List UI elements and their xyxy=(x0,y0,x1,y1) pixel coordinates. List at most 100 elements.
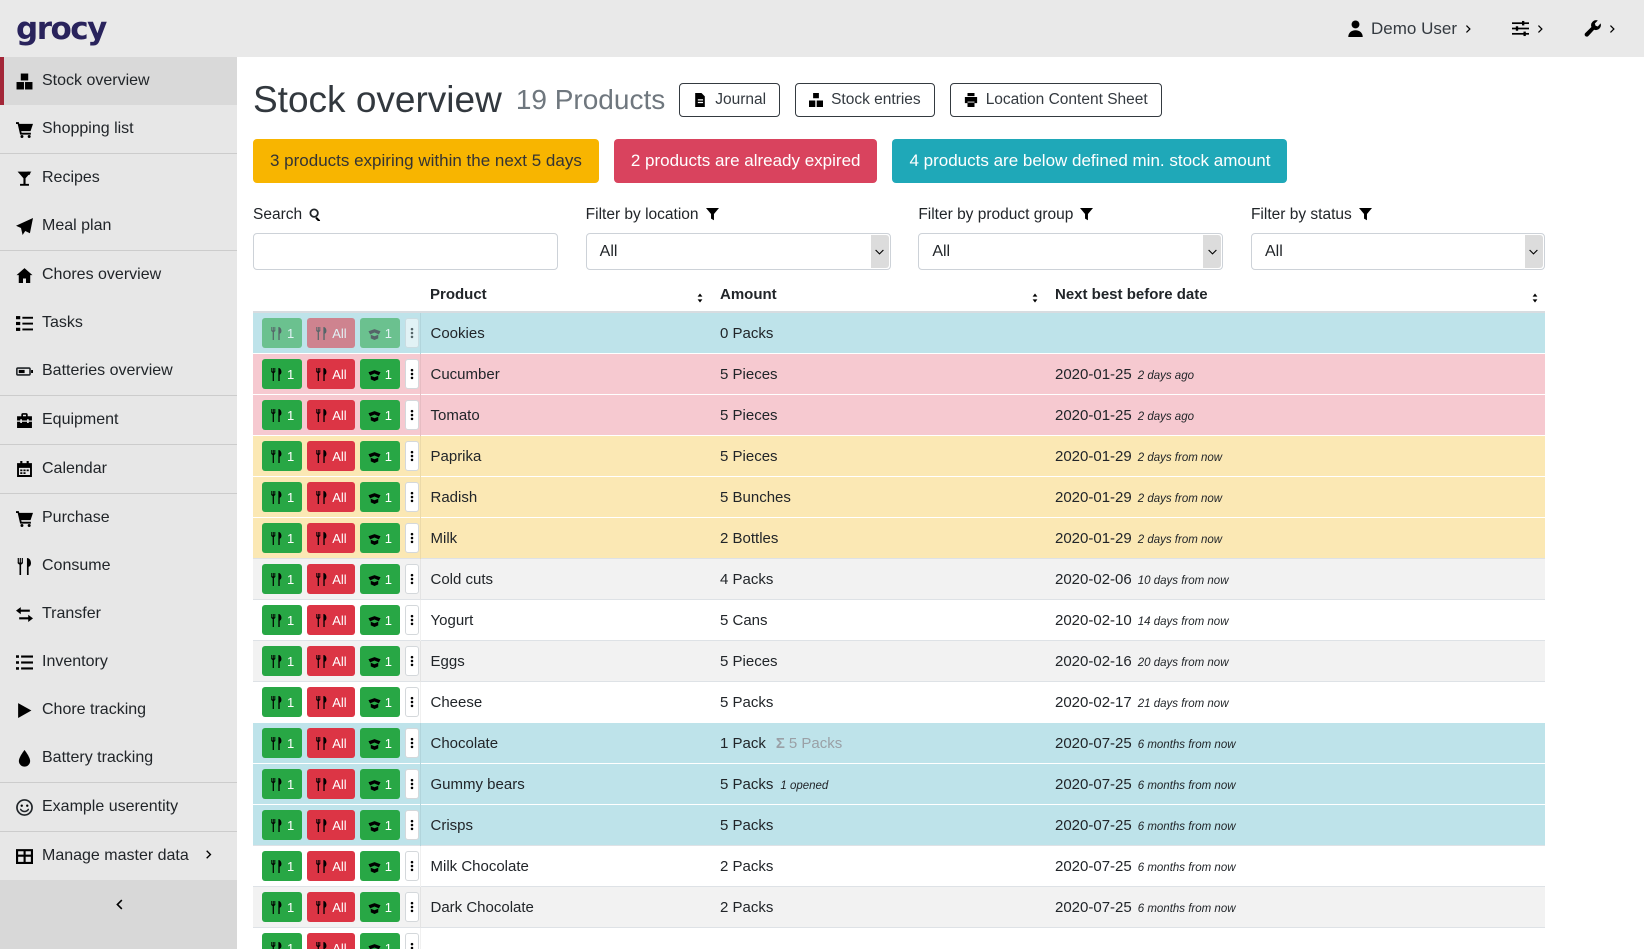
open-one-button[interactable]: 1 xyxy=(359,482,400,512)
open-one-button[interactable]: 1 xyxy=(359,564,400,594)
sidebar-item-chore-tracking[interactable]: Chore tracking xyxy=(0,686,237,734)
open-one-button[interactable]: 1 xyxy=(359,933,400,949)
table-row: 1 All 1 Cucumber 5 Pieces 2020-01-25 2 da… xyxy=(253,353,1545,395)
consume-one-button[interactable]: 1 xyxy=(262,359,303,389)
consume-all-button[interactable]: All xyxy=(307,687,355,717)
consume-all-button[interactable]: All xyxy=(307,892,355,922)
sidebar-item-stock-overview[interactable]: Stock overview xyxy=(0,57,237,105)
consume-all-button[interactable]: All xyxy=(307,523,355,553)
row-more-menu-button[interactable] xyxy=(404,400,419,430)
open-one-button[interactable]: 1 xyxy=(359,646,400,676)
open-one-button[interactable]: 1 xyxy=(359,318,400,348)
consume-all-button[interactable]: All xyxy=(307,728,355,758)
search-input[interactable] xyxy=(253,233,558,270)
consume-all-button[interactable]: All xyxy=(307,605,355,635)
consume-all-button[interactable]: All xyxy=(307,318,355,348)
stock-entries-button[interactable]: Stock entries xyxy=(795,83,935,117)
sidebar-item-shopping-list[interactable]: Shopping list xyxy=(0,105,237,153)
sidebar-item-purchase[interactable]: Purchase xyxy=(0,493,237,542)
below-min-stock-banner[interactable]: 4 products are below defined min. stock … xyxy=(892,139,1288,183)
consume-all-button[interactable]: All xyxy=(307,400,355,430)
consume-one-button[interactable]: 1 xyxy=(262,523,303,553)
status-select[interactable]: All xyxy=(1250,233,1545,270)
consume-one-button[interactable]: 1 xyxy=(262,318,303,348)
consume-one-button[interactable]: 1 xyxy=(262,482,303,512)
consume-one-button[interactable]: 1 xyxy=(262,687,303,717)
consume-one-button[interactable]: 1 xyxy=(262,810,303,840)
user-menu[interactable]: Demo User xyxy=(1347,19,1474,39)
consume-all-button[interactable]: All xyxy=(307,359,355,389)
consume-all-button[interactable]: All xyxy=(307,441,355,471)
consume-all-button[interactable]: All xyxy=(307,564,355,594)
consume-one-button[interactable]: 1 xyxy=(262,728,303,758)
consume-one-button[interactable]: 1 xyxy=(262,851,303,881)
sidebar-item-manage-master-data[interactable]: Manage master data xyxy=(0,831,237,880)
consume-one-button[interactable]: 1 xyxy=(262,646,303,676)
row-more-menu-button[interactable] xyxy=(404,687,419,717)
open-one-button[interactable]: 1 xyxy=(359,605,400,635)
sidebar-item-equipment[interactable]: Equipment xyxy=(0,395,237,444)
open-one-button[interactable]: 1 xyxy=(359,400,400,430)
consume-one-button[interactable]: 1 xyxy=(262,933,303,949)
location-content-sheet-button[interactable]: Location Content Sheet xyxy=(949,83,1162,117)
open-one-button[interactable]: 1 xyxy=(359,851,400,881)
sidebar-item-chores-overview[interactable]: Chores overview xyxy=(0,250,237,299)
row-more-menu-button[interactable] xyxy=(404,892,419,922)
admin-menu[interactable] xyxy=(1584,19,1618,39)
row-more-menu-button[interactable] xyxy=(404,482,419,512)
consume-one-button[interactable]: 1 xyxy=(262,605,303,635)
sidebar-item-inventory[interactable]: Inventory xyxy=(0,638,237,686)
consume-all-button[interactable]: All xyxy=(307,646,355,676)
row-more-menu-button[interactable] xyxy=(404,564,419,594)
open-one-button[interactable]: 1 xyxy=(359,523,400,553)
open-one-button[interactable]: 1 xyxy=(359,892,400,922)
product-group-select[interactable]: All xyxy=(918,233,1224,270)
expiring-banner[interactable]: 3 products expiring within the next 5 da… xyxy=(253,139,599,183)
sidebar-item-meal-plan[interactable]: Meal plan xyxy=(0,202,237,250)
sidebar-item-recipes[interactable]: Recipes xyxy=(0,153,237,202)
sidebar-item-transfer[interactable]: Transfer xyxy=(0,590,237,638)
consume-one-button[interactable]: 1 xyxy=(262,441,303,471)
sidebar-item-calendar[interactable]: Calendar xyxy=(0,444,237,493)
open-one-button[interactable]: 1 xyxy=(359,359,400,389)
sidebar-item-example-userentity[interactable]: Example userentity xyxy=(0,782,237,831)
location-select[interactable]: All xyxy=(585,233,891,270)
expired-banner[interactable]: 2 products are already expired xyxy=(613,139,878,183)
open-one-button[interactable]: 1 xyxy=(359,728,400,758)
next-best-before-date-column-header[interactable]: Next best before date xyxy=(1045,284,1545,313)
consume-one-button[interactable]: 1 xyxy=(262,564,303,594)
consume-one-button[interactable]: 1 xyxy=(262,769,303,799)
open-one-button[interactable]: 1 xyxy=(359,769,400,799)
settings-menu[interactable] xyxy=(1512,19,1546,39)
consume-all-button[interactable]: All xyxy=(307,851,355,881)
row-more-menu-button[interactable] xyxy=(404,605,419,635)
row-more-menu-button[interactable] xyxy=(404,441,419,471)
product-column-header[interactable]: Product xyxy=(420,284,710,313)
open-one-button[interactable]: 1 xyxy=(359,441,400,471)
row-more-menu-button[interactable] xyxy=(404,359,419,389)
journal-button[interactable]: Journal xyxy=(679,83,781,117)
consume-all-button[interactable]: All xyxy=(307,482,355,512)
sidebar-item-tasks[interactable]: Tasks xyxy=(0,299,237,347)
open-one-button[interactable]: 1 xyxy=(359,810,400,840)
row-more-menu-button[interactable] xyxy=(404,933,419,949)
row-more-menu-button[interactable] xyxy=(404,728,419,758)
sidebar-item-label: Equipment xyxy=(42,411,119,428)
row-more-menu-button[interactable] xyxy=(404,523,419,553)
consume-all-button[interactable]: All xyxy=(307,769,355,799)
sidebar-item-batteries-overview[interactable]: Batteries overview xyxy=(0,347,237,395)
consume-all-button[interactable]: All xyxy=(307,933,355,949)
consume-one-button[interactable]: 1 xyxy=(262,892,303,922)
consume-one-button[interactable]: 1 xyxy=(262,400,303,430)
open-one-button[interactable]: 1 xyxy=(359,687,400,717)
row-more-menu-button[interactable] xyxy=(404,318,419,348)
row-more-menu-button[interactable] xyxy=(404,851,419,881)
row-more-menu-button[interactable] xyxy=(404,769,419,799)
row-more-menu-button[interactable] xyxy=(404,810,419,840)
row-more-menu-button[interactable] xyxy=(404,646,419,676)
sidebar-item-consume[interactable]: Consume xyxy=(0,542,237,590)
amount-column-header[interactable]: Amount xyxy=(710,284,1045,313)
consume-all-button[interactable]: All xyxy=(307,810,355,840)
sidebar-collapse-button[interactable] xyxy=(0,880,237,949)
sidebar-item-battery-tracking[interactable]: Battery tracking xyxy=(0,734,237,782)
